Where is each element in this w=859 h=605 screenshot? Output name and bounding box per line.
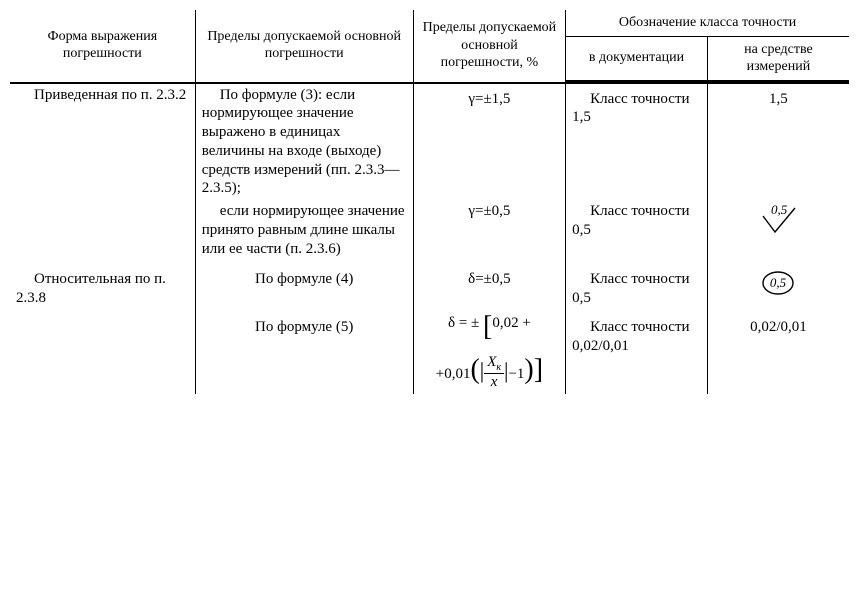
table-row: Относительная по п. 2.3.8 По формуле (4)… bbox=[10, 260, 849, 310]
percent-value: γ=±1,5 bbox=[468, 91, 510, 107]
instrument-value: 1,5 bbox=[769, 91, 788, 107]
cell-percent: δ=±0,5 bbox=[413, 260, 566, 310]
docs-text: Класс точности 0,5 bbox=[572, 270, 701, 308]
limits-text: По формуле (5) bbox=[255, 319, 353, 335]
docs-text: Класс точности 0,5 bbox=[572, 202, 701, 240]
col-header-form: Форма выражения погрешности bbox=[10, 10, 195, 81]
percent-value: γ=±0,5 bbox=[468, 203, 510, 219]
cell-docs: Класс точности 1,5 bbox=[566, 83, 708, 201]
cell-limits: По формуле (5) bbox=[195, 310, 413, 394]
col-header-percent: Пределы допускаемой основной погрешности… bbox=[413, 10, 566, 81]
cell-percent: δ = ± [0,02 + +0,01( | Xк x | −1)] bbox=[413, 310, 566, 394]
cell-limits: если нормирующее значение принято равным… bbox=[195, 200, 413, 260]
accuracy-class-table: Форма выражения погрешности Пределы допу… bbox=[10, 10, 849, 394]
circle-icon: 0,5 bbox=[760, 270, 796, 296]
table-row: По формуле (5) δ = ± [0,02 + +0,01( | Xк… bbox=[10, 310, 849, 394]
cell-instrument: 0,02/0,01 bbox=[707, 310, 849, 394]
col-header-instrument: на средстве измерений bbox=[707, 36, 849, 81]
cell-docs: Класс точности 0,02/0,01 bbox=[566, 310, 708, 394]
instrument-value: 0,5 bbox=[770, 275, 787, 290]
docs-text: Класс точности 1,5 bbox=[572, 90, 701, 128]
limits-text: По формуле (3): если нормирующее значени… bbox=[202, 86, 407, 199]
cell-instrument: 0,5 bbox=[707, 260, 849, 310]
cell-form: Приведенная по п. 2.3.2 bbox=[10, 83, 195, 201]
cell-docs: Класс точности 0,5 bbox=[566, 260, 708, 310]
instrument-value: 0,02/0,01 bbox=[750, 319, 807, 335]
cell-instrument: 0,5 bbox=[707, 200, 849, 260]
table-head: Форма выражения погрешности Пределы допу… bbox=[10, 10, 849, 83]
col-header-docs: в документации bbox=[566, 36, 708, 81]
cell-limits: По формуле (4) bbox=[195, 260, 413, 310]
col-header-designation-group: Обозначение класса точности bbox=[566, 10, 849, 36]
percent-value: δ=±0,5 bbox=[468, 271, 511, 287]
docs-text: Класс точности 0,02/0,01 bbox=[572, 318, 701, 356]
limits-text: если нормирующее значение принято равным… bbox=[202, 202, 407, 258]
form-text: Приведенная по п. 2.3.2 bbox=[16, 86, 189, 105]
checkmark-icon: 0,5 bbox=[757, 202, 799, 236]
form-text: Относительная по п. 2.3.8 bbox=[16, 270, 189, 308]
cell-form: Относительная по п. 2.3.8 bbox=[10, 260, 195, 310]
cell-instrument: 1,5 bbox=[707, 83, 849, 201]
cell-docs: Класс точности 0,5 bbox=[566, 200, 708, 260]
cell-limits: По формуле (3): если нормирующее значени… bbox=[195, 83, 413, 201]
formula-line2: +0,01( | Xк x | −1)] bbox=[420, 357, 560, 393]
table-body: Приведенная по п. 2.3.2 По формуле (3): … bbox=[10, 83, 849, 395]
limits-text: По формуле (4) bbox=[255, 271, 353, 287]
table-row: Приведенная по п. 2.3.2 По формуле (3): … bbox=[10, 83, 849, 201]
cell-percent: γ=±0,5 bbox=[413, 200, 566, 260]
formula-line1: δ = ± [0,02 + bbox=[420, 314, 560, 333]
table-row: если нормирующее значение принято равным… bbox=[10, 200, 849, 260]
cell-form bbox=[10, 200, 195, 260]
cell-form bbox=[10, 310, 195, 394]
cell-percent: γ=±1,5 bbox=[413, 83, 566, 201]
col-header-limits: Пределы допускаемой основной погрешности bbox=[195, 10, 413, 81]
instrument-value: 0,5 bbox=[771, 202, 788, 217]
